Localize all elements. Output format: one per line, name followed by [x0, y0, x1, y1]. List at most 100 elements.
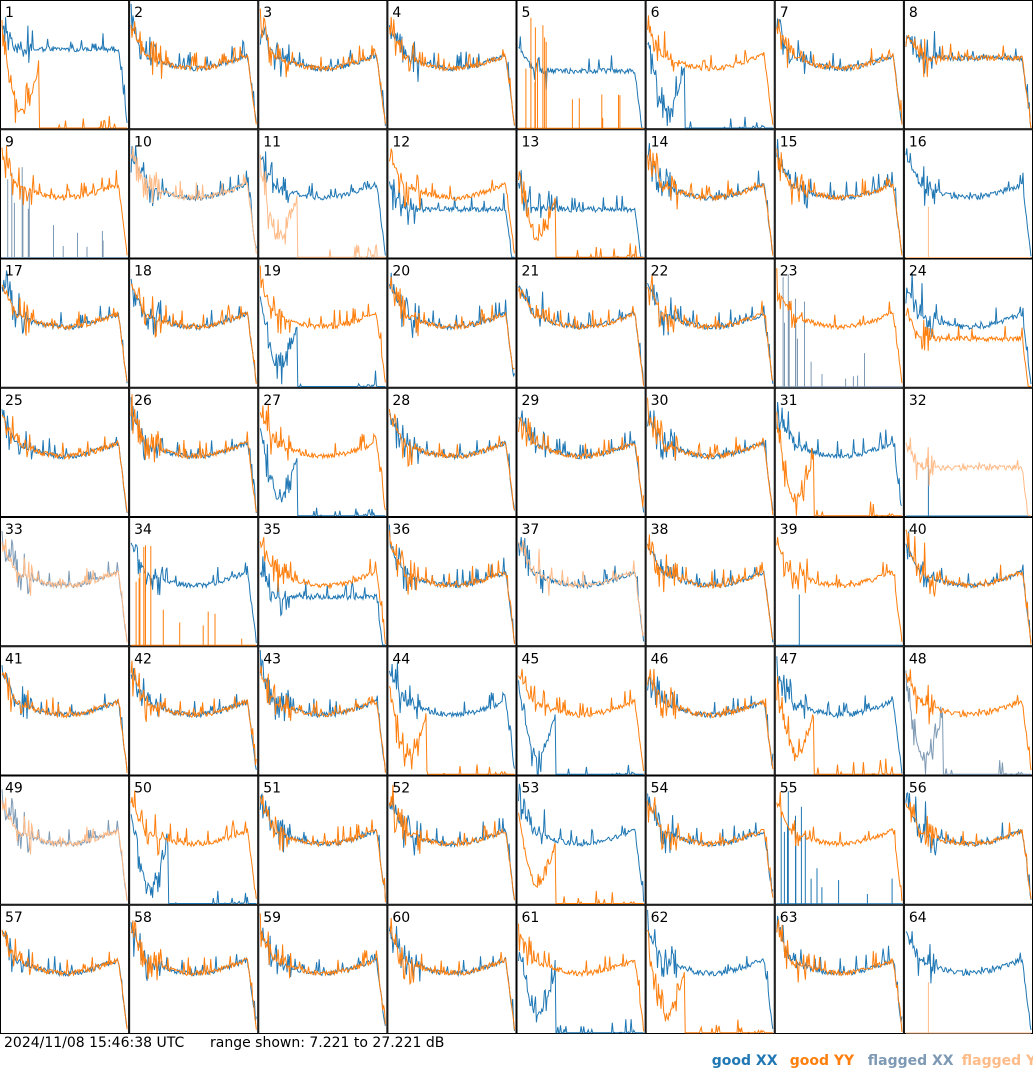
legend-good-yy-prefix: good — [789, 1053, 830, 1069]
series-yy-1 — [1, 19, 128, 129]
series-yy-41 — [1, 672, 128, 774]
panel-frame-56 — [903, 775, 1033, 905]
panel-label-54: 54 — [651, 781, 669, 797]
panel-label-46: 46 — [651, 651, 669, 667]
series-yy-13 — [518, 171, 644, 258]
panel-frame-45 — [516, 646, 646, 776]
panel-label-48: 48 — [909, 651, 927, 667]
panel-frame-12 — [387, 129, 517, 259]
panel-label-10: 10 — [134, 134, 152, 150]
series-xx-50 — [130, 814, 257, 905]
panel-frame-50 — [129, 775, 259, 905]
series-xx-43 — [259, 650, 386, 772]
panel-59: 59 — [258, 904, 388, 1034]
series-yy-2 — [130, 21, 257, 125]
panel-label-36: 36 — [392, 522, 410, 538]
panel-24: 24 — [903, 258, 1033, 388]
panel-frame-6 — [645, 0, 775, 130]
panel-57: 57 — [0, 904, 130, 1034]
panel-frame-54 — [645, 775, 775, 905]
panel-4: 4 — [387, 0, 517, 130]
series-yy-51 — [259, 795, 386, 903]
panel-frame-11 — [258, 129, 388, 259]
series-xx-27 — [259, 428, 386, 518]
series-yy-60 — [389, 917, 515, 1031]
series-yy-42 — [130, 660, 257, 766]
series-yy-55 — [776, 791, 903, 902]
panel-frame-1 — [0, 0, 130, 130]
panel-frame-37 — [516, 517, 646, 647]
series-yy-45 — [518, 668, 645, 772]
series-yy-5 — [518, 17, 644, 129]
panel-label-19: 19 — [263, 264, 281, 280]
panel-label-7: 7 — [780, 5, 789, 21]
series-yy-46 — [647, 668, 774, 770]
panel-label-43: 43 — [263, 651, 281, 667]
series-xx-62 — [647, 909, 774, 1029]
panel-frame-52 — [387, 775, 517, 905]
panel-label-58: 58 — [134, 910, 152, 926]
series-xx-19 — [259, 296, 386, 388]
series-yy-64 — [905, 982, 1031, 1034]
panel-label-5: 5 — [522, 5, 531, 21]
series-yy-50 — [130, 790, 257, 899]
series-yy-47 — [776, 676, 902, 776]
series-yy-19 — [259, 265, 386, 383]
panel-44: 44 — [387, 646, 517, 776]
series-xx-13 — [518, 170, 644, 258]
panel-label-32: 32 — [909, 393, 927, 409]
panel-16: 16 — [903, 129, 1033, 259]
panel-label-37: 37 — [522, 522, 540, 538]
series-yy-29 — [518, 416, 645, 508]
panel-52: 52 — [387, 775, 517, 905]
panel-7: 7 — [774, 0, 904, 130]
panel-label-40: 40 — [909, 522, 927, 538]
panel-38: 38 — [645, 517, 775, 647]
series-yy-39 — [776, 537, 903, 642]
panel-28: 28 — [387, 387, 517, 517]
series-yy-27 — [259, 404, 386, 511]
panel-51: 51 — [258, 775, 388, 905]
series-yy-34 — [131, 545, 257, 646]
series-yy-61 — [518, 923, 645, 1032]
series-yy-3 — [259, 8, 386, 125]
panel-55: 55 — [774, 775, 904, 905]
panel-label-31: 31 — [780, 393, 798, 409]
series-yy-56 — [905, 801, 1032, 900]
panel-label-41: 41 — [5, 651, 23, 667]
panel-label-44: 44 — [392, 651, 410, 667]
series-yy-24 — [905, 307, 1031, 387]
panel-label-57: 57 — [5, 910, 23, 926]
panel-47: 47 — [774, 646, 904, 776]
series-xx-53 — [518, 783, 645, 902]
panel-62: 62 — [645, 904, 775, 1034]
panel-23: 23 — [774, 258, 904, 388]
panel-29: 29 — [516, 387, 646, 517]
legend-flagged-xx: flagged XX — [858, 1034, 954, 1070]
series-yy-33 — [1, 539, 128, 643]
series-xx-44 — [388, 662, 515, 769]
panel-frame-25 — [0, 387, 130, 517]
legend-good-yy-pol: YY — [833, 1053, 855, 1069]
panel-frame-26 — [129, 387, 259, 517]
series-yy-18 — [130, 283, 257, 384]
panel-14: 14 — [645, 129, 775, 259]
panel-label-21: 21 — [522, 264, 540, 280]
panel-frame-35 — [258, 517, 388, 647]
series-xx-57 — [1, 930, 128, 1028]
series-xx-12 — [388, 179, 515, 258]
series-yy-44 — [388, 686, 515, 775]
panel-43: 43 — [258, 646, 388, 776]
panel-60: 60 — [387, 904, 517, 1034]
panel-63: 63 — [774, 904, 904, 1034]
series-yy-4 — [388, 16, 515, 126]
panel-label-26: 26 — [134, 393, 152, 409]
panel-10: 10 — [129, 129, 259, 259]
series-yy-43 — [259, 665, 386, 773]
panel-label-9: 9 — [5, 134, 14, 150]
series-yy-23 — [776, 268, 903, 384]
panel-56: 56 — [903, 775, 1033, 905]
series-yy-25 — [1, 414, 128, 513]
series-xx-11 — [259, 151, 386, 256]
panel-label-25: 25 — [5, 393, 23, 409]
